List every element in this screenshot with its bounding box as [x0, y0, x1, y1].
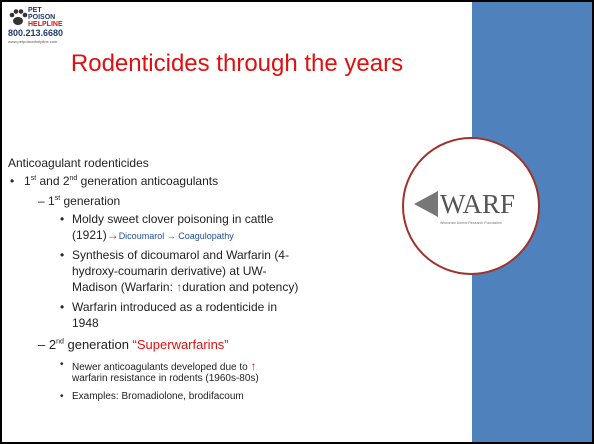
text-line: – 1st generation: [38, 194, 121, 208]
logo-helpline: Helpline: [28, 21, 63, 28]
text-line: (1921)→Dicoumarol → Coagulopathy: [72, 228, 234, 242]
text-line: warfarin resistance in rodents (1960s-80…: [72, 373, 259, 384]
text-line: hydroxy-coumarin derivative) at UW-: [72, 264, 267, 278]
paw-icon: [9, 9, 28, 25]
text-line: Madison (Warfarin: ↑duration and potency…: [72, 280, 299, 294]
heading: Anticoagulant rodenticides: [8, 156, 149, 170]
warf-name: WARF: [440, 189, 516, 219]
text-line: Examples: Bromadiolone, brodifacoum: [72, 391, 244, 402]
logo-pet: Pet: [28, 7, 42, 14]
bullet: •: [60, 359, 64, 370]
text-line: 1st and 2nd generation anticoagulants: [24, 174, 219, 188]
warf-sub: Wisconsin Alumni Research Foundation: [440, 221, 502, 225]
text-line: Moldy sweet clover poisoning in cattle: [72, 212, 274, 226]
logo-url: www.petpoisonhelpline.com: [8, 39, 58, 44]
text-line: Synthesis of dicoumarol and Warfarin (4-: [72, 248, 289, 262]
text-line: Warfarin introduced as a rodenticide in: [72, 300, 277, 314]
text-line: 1948: [72, 316, 99, 330]
bullet: •: [10, 174, 15, 188]
slide-title: Rodenticides through the years: [70, 50, 404, 77]
bullet: •: [60, 212, 65, 226]
warf-logo: WARF Wisconsin Alumni Research Foundatio…: [402, 137, 540, 275]
logo-phone: 800.213.6680: [8, 28, 64, 38]
text-line: – 2nd generation “Superwarfarins”: [38, 337, 229, 352]
warf-icon: [414, 191, 438, 217]
bullet: •: [60, 391, 64, 402]
bullet: •: [60, 300, 65, 314]
bullet: •: [60, 248, 65, 262]
text-line: Newer anticoagulants developed due to ↑: [72, 359, 257, 373]
logo-poison: Poison: [28, 14, 56, 21]
